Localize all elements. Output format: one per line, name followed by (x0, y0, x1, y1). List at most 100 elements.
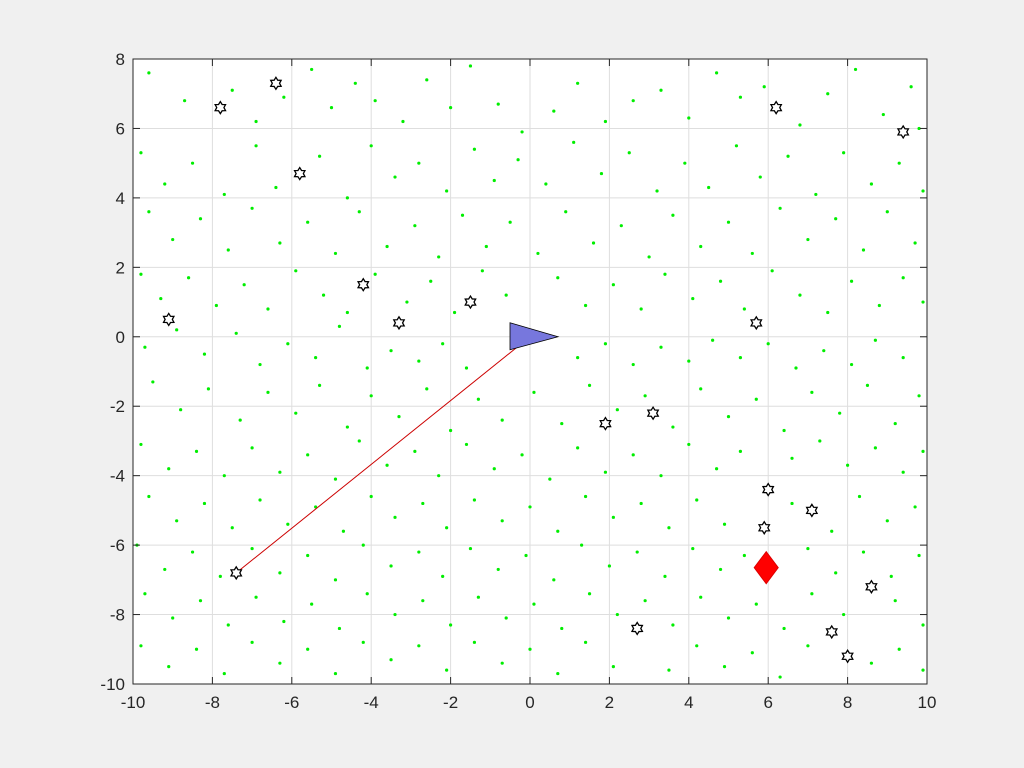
scatter-point (699, 244, 703, 249)
scatter-point (591, 241, 596, 245)
scatter-point (206, 387, 211, 391)
hexagram-marker (214, 100, 227, 115)
scatter-point (861, 248, 866, 252)
scatter-point (917, 553, 921, 558)
scatter-point (532, 390, 536, 394)
scatter-point (202, 501, 207, 506)
scatter-point (365, 592, 369, 596)
scatter-point (580, 543, 584, 547)
scatter-point (532, 602, 536, 606)
scatter-point (345, 196, 349, 200)
scatter-point (266, 307, 270, 311)
scatter-point (552, 109, 556, 113)
scatter-point (333, 251, 338, 256)
scatter-point (190, 161, 195, 165)
scatter-point (885, 210, 889, 214)
scatter-point (528, 505, 532, 509)
scatter-point (576, 81, 580, 85)
scatter-point (480, 269, 484, 273)
scatter-point (163, 182, 167, 186)
scatter-point (643, 394, 647, 398)
scatter-point (786, 154, 790, 158)
scatter-point (790, 456, 794, 460)
scatter-point (901, 470, 905, 474)
scatter-point (556, 276, 560, 280)
scatter-point (758, 175, 762, 179)
scatter-point (306, 220, 310, 224)
target-diamond (753, 550, 779, 585)
hexagram-marker (769, 100, 783, 115)
y-tick-label: -4 (110, 467, 125, 486)
scatter-point (274, 185, 278, 190)
scatter-point (707, 185, 711, 190)
scatter-point (901, 276, 905, 280)
scatter-point (361, 543, 365, 547)
scatter-point (500, 519, 504, 523)
hexagram-marker (293, 166, 307, 181)
y-tick-label: -8 (110, 606, 125, 625)
scatter-point (484, 244, 488, 249)
ticks (132, 58, 928, 685)
x-tick-label: 8 (843, 693, 852, 712)
scatter-point (250, 206, 254, 210)
scatter-point (893, 599, 897, 603)
scatter-point (687, 116, 691, 120)
scatter-point (897, 647, 901, 651)
scatter-point (921, 189, 925, 193)
scatter-point (838, 411, 842, 415)
scatter-point (754, 397, 758, 401)
scatter-point (560, 626, 564, 631)
hexagram-marker (896, 124, 910, 140)
scatter-point (778, 206, 782, 210)
scatter-point (310, 67, 314, 72)
scatter-point (278, 241, 282, 245)
scatter-point (437, 474, 441, 478)
scatter-point (306, 553, 310, 558)
scatter-point (167, 665, 171, 669)
scatter-point (619, 224, 623, 228)
hexagram-marker (599, 416, 612, 431)
scatter-point (147, 210, 151, 214)
scatter-point (218, 574, 222, 578)
scatter-point (615, 408, 619, 412)
scatter-point (798, 293, 802, 297)
y-tick-label: 8 (116, 50, 125, 69)
scatter-point (357, 439, 361, 443)
x-tick-label: 2 (605, 693, 614, 712)
scatter-point (226, 623, 230, 627)
scatter-point (230, 526, 234, 530)
scatter-point (341, 529, 346, 533)
scatter-point (842, 151, 846, 155)
scatter-point (726, 220, 731, 224)
x-tick-label: -8 (205, 693, 220, 712)
scatter-point (849, 362, 854, 367)
scatter-point (587, 592, 592, 596)
scatter-point (603, 119, 608, 124)
robot-triangle (509, 322, 560, 351)
scatter-point (242, 283, 246, 287)
scatter-point (294, 269, 298, 273)
scatter-point (671, 213, 675, 217)
scatter-point (472, 640, 477, 644)
scatter-point (504, 293, 508, 297)
scatter-point (556, 529, 560, 533)
scatter-point (726, 616, 731, 620)
scatter-point (881, 112, 885, 117)
scatter-point (667, 668, 671, 672)
scatter-point (250, 640, 254, 644)
hexagram-marker (229, 565, 243, 581)
scatter-point (738, 449, 743, 453)
scatter-point (548, 477, 552, 481)
robot-layer (509, 322, 560, 351)
scatter-point (238, 418, 242, 422)
scatter-point (286, 522, 290, 526)
scatter-point (147, 494, 151, 499)
scatter-point (369, 494, 373, 499)
scatter-point (421, 501, 425, 506)
scatter-point (254, 144, 258, 148)
scatter-point (742, 307, 746, 311)
scatter-point (814, 192, 818, 197)
scatter-point (607, 564, 612, 568)
scatter-point (714, 71, 719, 75)
scatter-point (722, 522, 727, 526)
